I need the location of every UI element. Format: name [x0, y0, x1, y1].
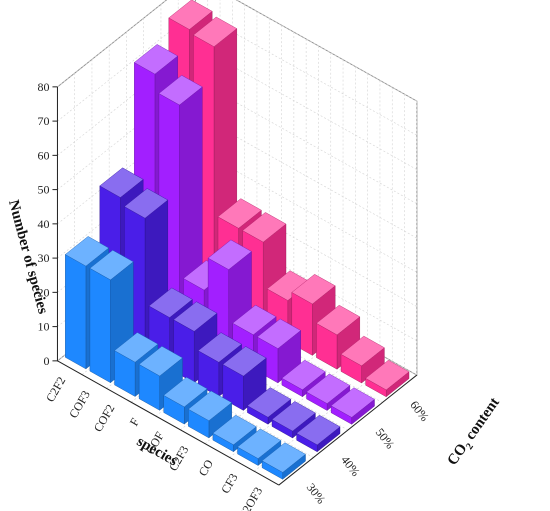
bar-face-front	[65, 254, 87, 370]
bar-C2F3-30%	[187, 390, 233, 439]
bar-C2F3-40%	[222, 346, 267, 411]
y-tick-label: 60%	[407, 398, 432, 424]
y-axis-title: CO2 content	[445, 395, 506, 470]
y-axis-title-subscript: 2	[464, 441, 476, 451]
x-tick-label: C2F2	[43, 374, 68, 404]
z-tick-label: 80	[37, 80, 49, 94]
bar-face-top	[365, 359, 410, 391]
z-gridline	[57, 45, 418, 170]
bar-face-top	[114, 332, 159, 363]
bar-face-top	[261, 442, 306, 473]
bar-face-top	[296, 414, 341, 446]
x-axis-line	[57, 360, 280, 486]
x-tick-label: C2OF3	[235, 485, 265, 511]
bar-face-top	[237, 428, 282, 459]
x-tick-label: CO	[196, 457, 217, 479]
bar-face-top	[340, 335, 385, 367]
bar-face-top	[281, 359, 326, 391]
bar-face-top	[222, 346, 267, 377]
bar-face-top	[256, 318, 302, 349]
bar-face-top	[138, 346, 183, 377]
bar-face-top	[197, 332, 242, 363]
z-tick-label: 0	[43, 354, 49, 368]
y-axis-title-rest: content	[460, 395, 503, 446]
bar-face-top	[207, 239, 252, 270]
z-tick-label: 20	[37, 285, 49, 299]
bar-face-top	[242, 212, 287, 243]
bar-face-top	[306, 373, 351, 404]
z-tick-label: 10	[37, 320, 49, 334]
bar-CF3-60%	[340, 335, 385, 384]
y-tick-label: 40%	[338, 453, 363, 479]
axes	[52, 86, 418, 486]
y-axis-line	[278, 374, 418, 486]
z-tick-label: 50	[37, 183, 49, 197]
y-tick-label: 50%	[373, 426, 398, 452]
y-tick-label: 30%	[304, 481, 329, 507]
bar-face-top	[124, 188, 169, 219]
z-gridline	[57, 0, 418, 102]
z-tick-label: 60	[37, 148, 49, 162]
bar-face-top	[133, 44, 179, 75]
z-gridline	[57, 10, 418, 136]
bar-face-top	[193, 16, 238, 47]
bar-face-top	[212, 414, 257, 446]
x-tick-label: CF3	[218, 471, 240, 496]
bar-C2OF3-40%	[296, 414, 341, 453]
bar-face-top	[163, 376, 208, 408]
bars	[64, 0, 410, 480]
z-tick-label: 30	[37, 251, 49, 265]
x-tick-label: F	[127, 415, 143, 428]
bar-face-top	[291, 274, 336, 305]
bar-C2OF3-50%	[330, 387, 375, 425]
bar-face-top	[232, 304, 277, 336]
bar-face-top	[158, 75, 203, 106]
x-tick-label: COF2	[91, 402, 118, 434]
bar-face-top	[99, 167, 144, 198]
bar-face-top	[247, 387, 292, 418]
x-tick-label: COF3	[66, 388, 93, 420]
bar-C2OF3-30%	[261, 442, 306, 480]
bar-face-top	[271, 401, 316, 432]
bar-CO-30%	[212, 414, 257, 453]
z-tick-label: 40	[37, 217, 49, 231]
bar-face-front	[89, 267, 111, 384]
bar-face-top	[89, 249, 134, 281]
bar-face-top	[148, 287, 193, 318]
bar-face-top	[316, 304, 361, 336]
bar-face-top	[217, 198, 262, 229]
bar-face-top	[330, 387, 375, 418]
z-tick-label: 70	[37, 114, 49, 128]
bar-C2OF3-60%	[365, 359, 410, 398]
bar-face-top	[173, 301, 218, 332]
bar-face-top	[187, 390, 233, 421]
bar-face-top	[168, 0, 213, 30]
bar-face-top	[64, 236, 110, 267]
